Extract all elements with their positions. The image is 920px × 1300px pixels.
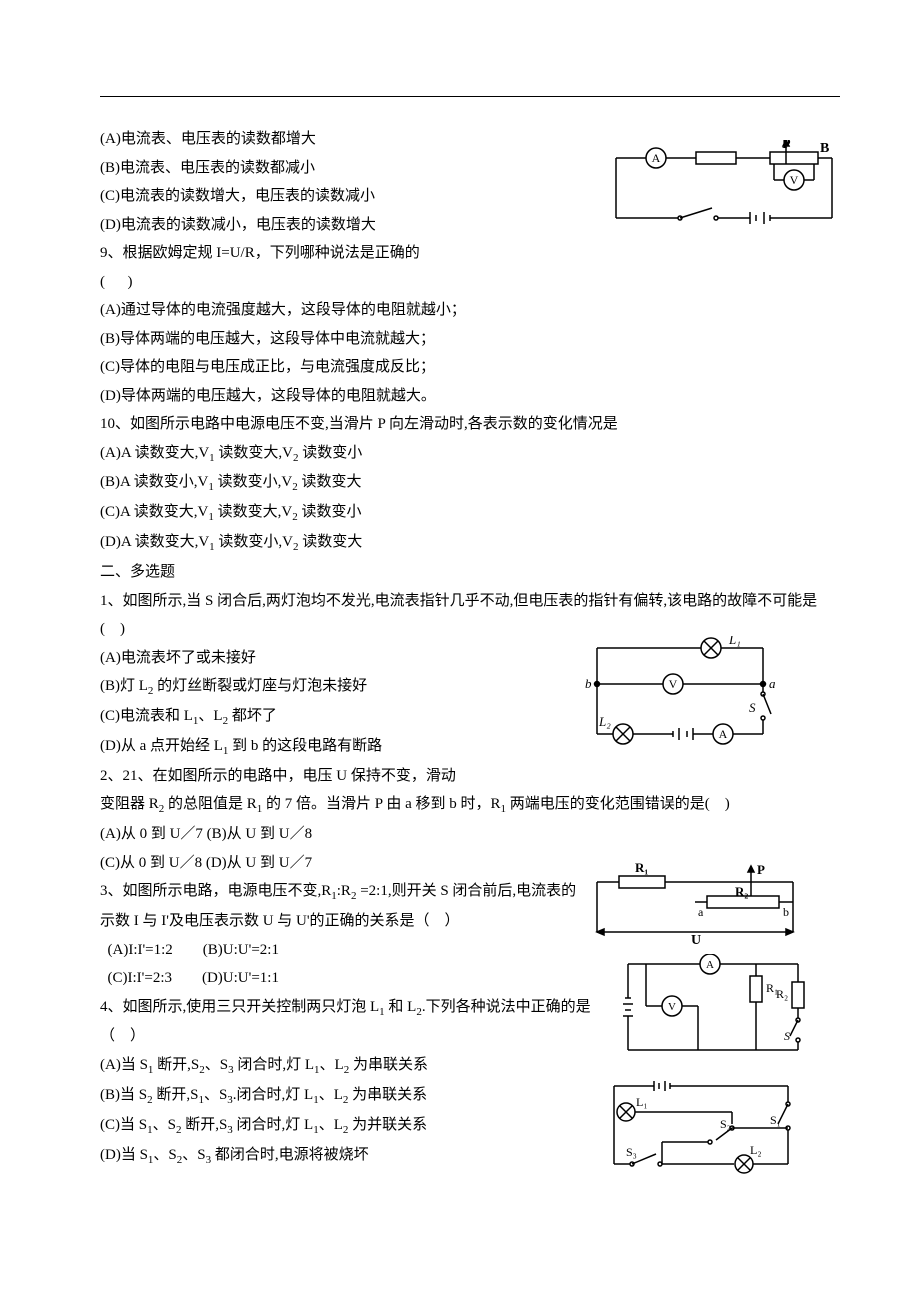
s2q3-stem: 3、如图所示电路，电源电压不变,R1:R2 =2:1,则开关 S 闭合前后,电流…	[100, 877, 580, 935]
t: (B)灯 L	[100, 678, 148, 694]
t: 的 7 倍。当滑片 P 由 a 移到 b 时，R	[262, 796, 500, 812]
t: (A)A 读数变大,V	[100, 445, 209, 461]
q9-d: (D)导体两端的电压越大，这段导体的电阻就越大。	[100, 382, 840, 411]
t: 3、如图所示电路，电源电压不变,R	[100, 883, 331, 899]
s2q3-ab: (A)I:I'=1:2 (B)U:U'=2:1	[100, 936, 840, 965]
s2q4-d: (D)当 S1、S2、S3 都闭合时,电源将被烧坏	[100, 1141, 840, 1171]
t: 、S	[153, 1147, 176, 1163]
t: 为并联关系	[348, 1117, 427, 1133]
s2q4-b: (B)当 S2 断开,S1、S3.闭合时,灯 L1、L2 为串联关系	[100, 1081, 840, 1111]
s2q4-a: (A)当 S1 断开,S2、S3 闭合时,灯 L1、L2 为串联关系	[100, 1051, 840, 1081]
t: 读数变小	[298, 504, 362, 520]
q10-stem: 10、如图所示电路中电源电压不变,当滑片 P 向左滑动时,各表示数的变化情况是	[100, 410, 840, 439]
t: 、L	[198, 708, 222, 724]
t: (C)电流表和 L	[100, 708, 193, 724]
s2q4-stem: 4、如图所示,使用三只开关控制两只灯泡 L1 和 L2.下列各种说法中正确的是（…	[100, 993, 600, 1051]
q10-d: (D)A 读数变大,V1 读数变小,V2 读数变大	[100, 528, 840, 558]
t: 、L	[320, 1057, 344, 1073]
t: 为串联关系	[349, 1057, 428, 1073]
t: (C)A 读数变大,V	[100, 504, 208, 520]
s2q1-stem: 1、如图所示,当 S 闭合后,两灯泡均不发光,电流表指针几乎不动,但电压表的指针…	[100, 587, 840, 644]
t: 、S	[205, 1057, 228, 1073]
q10-a: (A)A 读数变大,V1 读数变大,V2 读数变小	[100, 439, 840, 469]
t: 断开,S	[153, 1087, 199, 1103]
t: 断开,S	[153, 1057, 199, 1073]
t: (D)当 S	[100, 1147, 148, 1163]
t: (B)当 S	[100, 1087, 147, 1103]
s2q1-c: (C)电流表和 L1、L2 都坏了	[100, 702, 840, 732]
q9-c: (C)导体的电阻与电压成正比，与电流强度成反比；	[100, 353, 840, 382]
t: (C)当 S	[100, 1117, 147, 1133]
t: 、L	[319, 1087, 343, 1103]
t: 两端电压的变化范围错误的是( )	[506, 796, 730, 812]
t: 读数变大,V	[215, 445, 293, 461]
t: 读数变大	[298, 474, 362, 490]
t: 为串联关系	[348, 1087, 427, 1103]
s2q1-a: (A)电流表坏了或未接好	[100, 644, 840, 673]
s2q1-d: (D)从 a 点开始经 L1 到 b 的这段电路有断路	[100, 732, 840, 762]
t: 读数变大	[299, 534, 363, 550]
t: (A)当 S	[100, 1057, 148, 1073]
opt-a: (A)电流表、电压表的读数都增大	[100, 125, 840, 154]
t: 、S	[182, 1147, 205, 1163]
t: 都闭合时,电源将被烧坏	[211, 1147, 369, 1163]
q10-c: (C)A 读数变大,V1 读数变大,V2 读数变小	[100, 498, 840, 528]
t: 断开,S	[181, 1117, 227, 1133]
t: 的灯丝断裂或灯座与灯泡未接好	[153, 678, 367, 694]
s2q2-cd: (C)从 0 到 U／8 (D)从 U 到 U／7	[100, 849, 840, 878]
t: 、S	[153, 1117, 176, 1133]
s2q3-cd: (C)I:I'=2:3 (D)U:U'=1:1	[100, 964, 840, 993]
t: 读数变小,V	[214, 474, 292, 490]
q9-b: (B)导体两端的电压越大，这段导体中电流就越大；	[100, 325, 840, 354]
t: 和 L	[385, 999, 417, 1015]
t: .闭合时,灯 L	[233, 1087, 313, 1103]
opt-b: (B)电流表、电压表的读数都减小	[100, 154, 840, 183]
top-rule	[100, 96, 840, 97]
t: 到 b 的这段电路有断路	[228, 738, 382, 754]
q9-paren: ( )	[100, 268, 840, 297]
t: 4、如图所示,使用三只开关控制两只灯泡 L	[100, 999, 379, 1015]
s2q2-stem2: 变阻器 R2 的总阻值是 R1 的 7 倍。当滑片 P 由 a 移到 b 时，R…	[100, 790, 840, 820]
t: 、S	[204, 1087, 227, 1103]
t: :R	[337, 883, 351, 899]
q9-stem: 9、根据欧姆定规 I=U/R，下列哪种说法是正确的	[100, 239, 840, 268]
s2q2-ab: (A)从 0 到 U／7 (B)从 U 到 U／8	[100, 820, 840, 849]
s2q1-b: (B)灯 L2 的灯丝断裂或灯座与灯泡未接好	[100, 672, 840, 702]
opt-d: (D)电流表的读数减小，电压表的读数增大	[100, 211, 840, 240]
s2q2-stem1: 2、21、在如图所示的电路中，电压 U 保持不变，滑动	[100, 762, 840, 791]
t: (B)A 读数变小,V	[100, 474, 208, 490]
q10-b: (B)A 读数变小,V1 读数变小,V2 读数变大	[100, 468, 840, 498]
t: 闭合时,灯 L	[233, 1117, 313, 1133]
t: (D)从 a 点开始经 L	[100, 738, 223, 754]
section2-heading: 二、多选题	[100, 558, 840, 587]
t: 的总阻值是 R	[164, 796, 257, 812]
t: 闭合时,灯 L	[234, 1057, 314, 1073]
q9-a: (A)通过导体的电流强度越大，这段导体的电阻就越小；	[100, 296, 840, 325]
t: 都坏了	[228, 708, 277, 724]
t: 变阻器 R	[100, 796, 159, 812]
t: 读数变小	[299, 445, 363, 461]
opt-c: (C)电流表的读数增大，电压表的读数减小	[100, 182, 840, 211]
t: 读数变大,V	[214, 504, 292, 520]
t: (D)A 读数变大,V	[100, 534, 209, 550]
t: 读数变小,V	[215, 534, 293, 550]
t: 、L	[319, 1117, 343, 1133]
page: (A)电流表、电压表的读数都增大 (B)电流表、电压表的读数都减小 (C)电流表…	[0, 0, 920, 1230]
s2q4-c: (C)当 S1、S2 断开,S3 闭合时,灯 L1、L2 为并联关系	[100, 1111, 840, 1141]
